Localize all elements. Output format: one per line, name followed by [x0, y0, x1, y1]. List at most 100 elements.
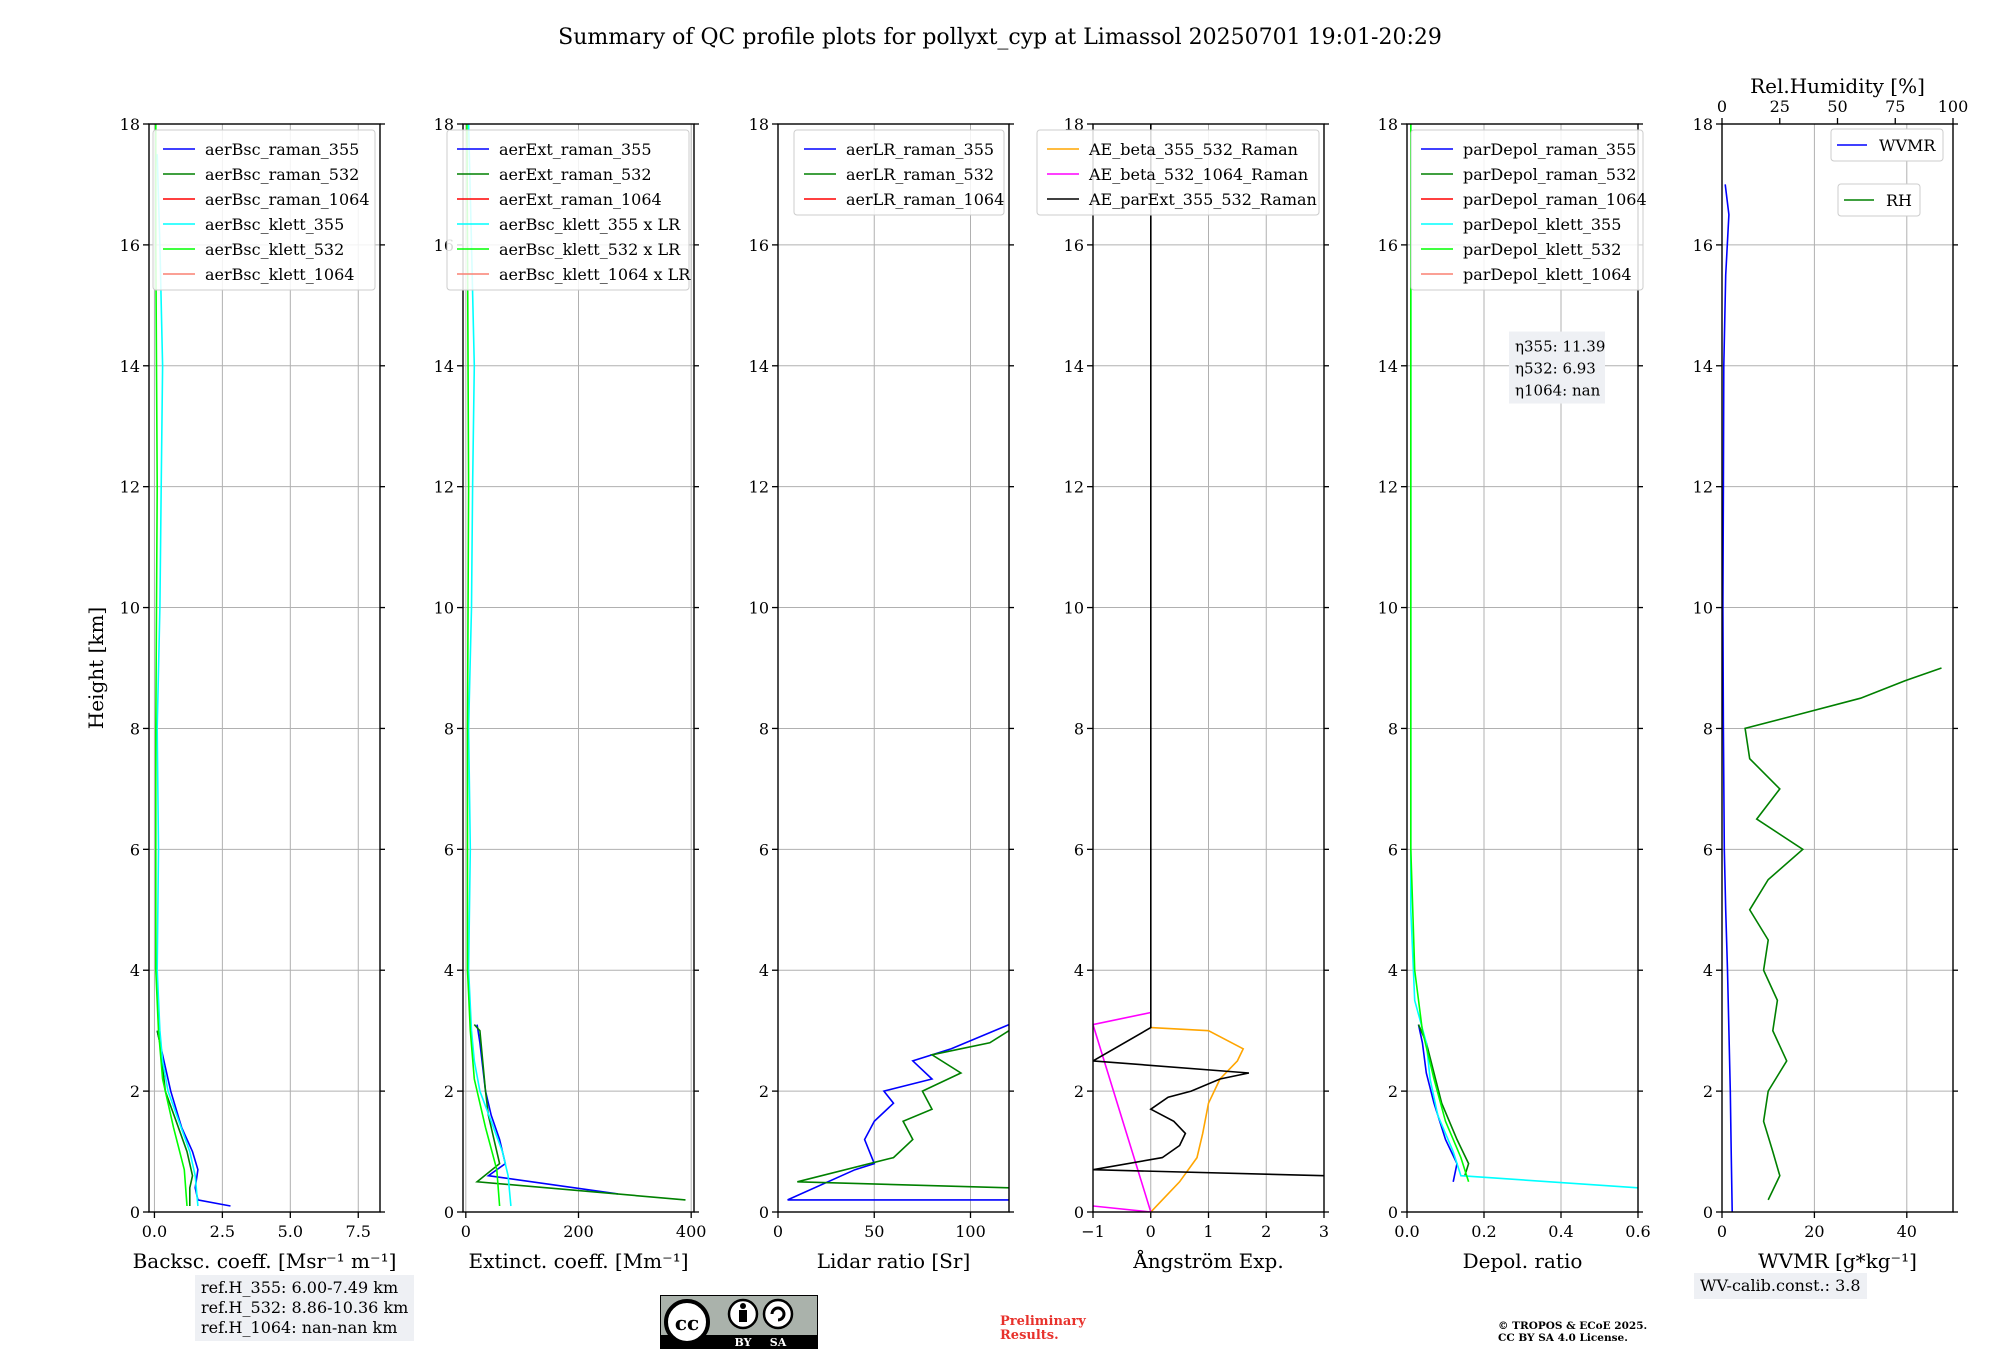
- series-line-aerext-raman-355: [476, 1024, 619, 1195]
- reference-height-box: ref.H_355: 6.00-7.49 km ref.H_532: 8.86-…: [195, 1275, 415, 1341]
- y-tick-label: 12: [1693, 478, 1713, 497]
- cc-sa-label: SA: [770, 1336, 787, 1349]
- copyright-line-1: © TROPOS & ECoE 2025.: [1498, 1320, 1648, 1332]
- y-tick-label: 6: [444, 840, 454, 859]
- y-tick-label: 8: [1388, 719, 1398, 738]
- series-line-rh: [1744, 667, 1942, 1201]
- legend-label: aerExt_raman_532: [499, 165, 652, 184]
- y-tick-label: 16: [1693, 236, 1713, 255]
- wv-calibration-box: WV-calib.const.: 3.8: [1694, 1273, 1867, 1299]
- y-tick-label: 0: [444, 1203, 454, 1222]
- y-tick-label: 10: [1064, 599, 1084, 618]
- y-tick-label: 6: [759, 840, 769, 859]
- y-tick-label: 6: [1703, 840, 1713, 859]
- x-tick-label: −1: [1081, 1222, 1105, 1241]
- y-tick-label: 2: [444, 1082, 454, 1101]
- y-tick-label: 8: [759, 719, 769, 738]
- y-tick-label: 18: [749, 115, 769, 134]
- x-tick-label: 0.0: [142, 1222, 167, 1241]
- x-axis-label: Extinct. coeff. [Mm⁻¹]: [468, 1249, 688, 1273]
- ref-height-532: ref.H_532: 8.86-10.36 km: [201, 1298, 409, 1317]
- y-tick-label: 14: [1693, 357, 1713, 376]
- y-tick-label: 18: [434, 115, 454, 134]
- legend-label: aerBsc_klett_532 x LR: [499, 240, 681, 259]
- series-line-pardepol-raman-355: [1417, 1024, 1458, 1182]
- series-line-aerext-raman-532: [473, 1024, 686, 1201]
- y-tick-label: 4: [130, 961, 140, 980]
- top-x-axis-label: Rel.Humidity [%]: [1750, 74, 1925, 98]
- y-tick-label: 4: [1388, 961, 1398, 980]
- y-axis-label: Height [km]: [84, 607, 108, 729]
- figure-title: Summary of QC profile plots for pollyxt_…: [558, 25, 1442, 50]
- y-tick-label: 14: [1064, 357, 1084, 376]
- y-tick-label: 2: [1388, 1082, 1398, 1101]
- preliminary-line-2: Results.: [1000, 1328, 1059, 1343]
- y-tick-label: 8: [130, 719, 140, 738]
- y-tick-label: 10: [749, 599, 769, 618]
- x-tick-label: 0: [773, 1222, 783, 1241]
- legend-label: aerExt_raman_355: [499, 140, 652, 159]
- x-tick-label: 0.2: [1471, 1222, 1496, 1241]
- legend-box: [1830, 128, 1944, 162]
- x-tick-label: 7.5: [346, 1222, 371, 1241]
- y-tick-label: 12: [120, 478, 140, 497]
- series-line-ae-parext-355-532-raman: [1093, 124, 1324, 1177]
- y-tick-label: 10: [1378, 599, 1398, 618]
- series-line-aerbsc-klett-532-x-lr: [466, 124, 501, 1207]
- y-tick-label: 14: [1378, 357, 1398, 376]
- legend-label: aerBsc_klett_355: [205, 215, 344, 234]
- legend-box: [793, 129, 1005, 216]
- y-tick-label: 2: [130, 1082, 140, 1101]
- x-tick-label: 200: [563, 1222, 594, 1241]
- legend-label: AE_beta_532_1064_Raman: [1088, 165, 1308, 184]
- y-tick-label: 4: [1074, 961, 1084, 980]
- x-tick-label: 1: [1203, 1222, 1213, 1241]
- copyright-line-2: CC BY SA 4.0 License.: [1498, 1332, 1628, 1344]
- legend-wvmr: WVMR: [1830, 128, 1944, 162]
- series-line-pardepol-klett-532: [1410, 124, 1470, 1183]
- legend-box: [446, 129, 690, 291]
- legend-label: parDepol_klett_532: [1463, 240, 1621, 259]
- y-tick-label: 6: [130, 840, 140, 859]
- x-axis-label: Ångström Exp.: [1132, 1248, 1283, 1273]
- profile-panel-5: 0.0 0.2 0.4 0.6 0 2 4 6 8 10 12 14 16 18 Depol. ratio p…: [1378, 115, 1651, 1273]
- top-x-tick-label: 25: [1770, 97, 1790, 116]
- x-axis-label: Depol. ratio: [1463, 1249, 1583, 1273]
- legend-box: [1837, 183, 1921, 217]
- y-tick-label: 2: [1074, 1082, 1084, 1101]
- x-tick-label: 20: [1804, 1222, 1824, 1241]
- x-tick-label: 0: [1717, 1222, 1727, 1241]
- x-axis-label: Backsc. coeff. [Msr⁻¹ m⁻¹]: [133, 1249, 397, 1273]
- y-tick-label: 4: [759, 961, 769, 980]
- y-tick-label: 16: [1064, 236, 1084, 255]
- y-tick-label: 2: [1703, 1082, 1713, 1101]
- y-tick-label: 8: [1703, 719, 1713, 738]
- profile-panel-3: 0 50 100 0 2 4 6 8 10 12 14 16 18 Lidar ratio [Sr] aer…: [749, 115, 1014, 1273]
- legend-label: parDepol_raman_1064: [1463, 190, 1647, 209]
- y-tick-label: 12: [1378, 478, 1398, 497]
- series-line-aerlr-raman-532: [797, 1030, 1009, 1189]
- annotation-line: η532: 6.93: [1515, 360, 1596, 378]
- ref-height-1064: ref.H_1064: nan-nan km: [201, 1318, 398, 1337]
- legend-label: aerBsc_klett_355 x LR: [499, 215, 681, 234]
- y-tick-label: 12: [1064, 478, 1084, 497]
- y-tick-label: 0: [1074, 1203, 1084, 1222]
- cc-by-sa-logo: cc BY SA: [660, 1295, 818, 1349]
- legend-label: AE_beta_355_532_Raman: [1088, 140, 1298, 159]
- profile-panel-1: 0.0 2.5 5.0 7.5 0 2 4 6 8 10 12 14 16 18 Backsc. coeff…: [84, 115, 396, 1273]
- y-tick-label: 18: [1378, 115, 1398, 134]
- x-tick-label: 0.0: [1394, 1222, 1419, 1241]
- y-tick-label: 8: [1074, 719, 1084, 738]
- legend: aerLR_raman_355 aerLR_raman_532 aerLR_rama…: [793, 129, 1005, 216]
- series-line-aerbsc-klett-355: [156, 154, 199, 1207]
- series-line-aerlr-raman-355: [787, 1023, 1009, 1201]
- axes-frame: [777, 123, 1010, 1213]
- copyright-note: © TROPOS & ECoE 2025. CC BY SA 4.0 Licen…: [1498, 1320, 1647, 1344]
- x-axis-label: Lidar ratio [Sr]: [817, 1249, 971, 1273]
- y-tick-label: 12: [434, 478, 454, 497]
- annotation-box: [1509, 331, 1605, 404]
- x-tick-label: 0: [461, 1222, 471, 1241]
